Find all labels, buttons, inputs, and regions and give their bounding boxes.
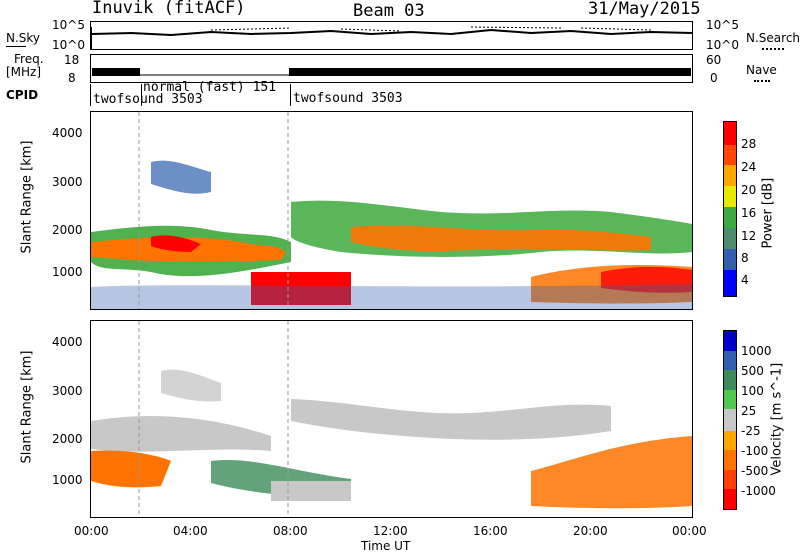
velocity-ytick-1000: 1000 (52, 473, 83, 487)
freq-tick-8: 8 (68, 71, 76, 85)
velocity-echo-day-grey (291, 399, 611, 440)
xtick-2000: 20:00 (573, 524, 608, 538)
power-cbar-label: Power [dB] (760, 177, 776, 249)
power-ytick-3000: 3000 (52, 175, 83, 189)
date-label: 31/May/2015 (588, 0, 701, 19)
noise-tick-bottom: 10^0 (52, 38, 85, 52)
power-ytick-1000: 1000 (52, 265, 83, 279)
velocity-heatmap (91, 321, 692, 517)
power-heatmap (91, 112, 692, 309)
nave-label: Nave (746, 63, 777, 77)
nave-tick-60: 60 (706, 53, 722, 67)
noise-right-tick-bottom: 10^0 (706, 38, 739, 52)
noise-legend-line (6, 46, 26, 47)
xtick-0000: 00:00 (74, 524, 109, 538)
freq-tick-18: 18 (64, 53, 80, 67)
cpid-label: CPID (6, 88, 39, 102)
power-cbar-tick-8: 8 (741, 251, 749, 265)
nsearch-label: N.Search (746, 31, 800, 45)
velocity-echo-evening (531, 436, 692, 509)
xtick-0800: 08:00 (273, 524, 308, 538)
power-colorbar (723, 121, 737, 297)
cpid-divider-0 (90, 84, 91, 106)
velocity-cbar-label: Velocity [m s^-1] (769, 362, 785, 476)
station-title: Inuvik (fitACF) (92, 0, 246, 18)
power-cbar-tick-20: 20 (741, 183, 757, 197)
velocity-ytick-3000: 3000 (52, 384, 83, 398)
noise-tick-top: 10^5 (52, 18, 85, 32)
power-echo-regions (91, 160, 692, 309)
velocity-cbar-tick-neg1000: -1000 (741, 484, 776, 498)
noise-panel (90, 21, 693, 50)
noise-label: N.Sky (6, 31, 41, 45)
power-echo-day-core (351, 225, 651, 252)
freq-panel (90, 54, 693, 83)
velocity-cbar-tick-neg100: -100 (741, 444, 769, 458)
freq-unit: [MHz] (6, 65, 42, 79)
velocity-panel (90, 320, 693, 518)
cpid-segment-2: normal (fast) 151 (143, 80, 277, 95)
power-echo-peak (151, 235, 201, 252)
velocity-ytick-4000: 4000 (52, 335, 83, 349)
cpid-divider-1 (141, 84, 142, 106)
power-echo-low (91, 284, 692, 309)
velocity-cbar-tick-25: 25 (741, 404, 757, 418)
velocity-cbar-tick-500: 500 (741, 364, 764, 378)
velocity-cbar-tick-100: 100 (741, 384, 764, 398)
freq-label: Freq. (14, 52, 44, 66)
xtick-1200: 12:00 (373, 524, 408, 538)
nave-legend-line (754, 80, 770, 82)
power-cbar-tick-24: 24 (741, 160, 757, 174)
beam-label: Beam 03 (353, 1, 425, 21)
power-cbar-tick-12: 12 (741, 229, 757, 243)
cpid-segment-1: twofsound 3503 (93, 92, 203, 107)
xtick-0400: 04:00 (173, 524, 208, 538)
velocity-ylabel: Slant Range [km] (19, 350, 35, 464)
xtick-2400: 00:00 (672, 524, 707, 538)
power-echo-evening-peak (601, 266, 692, 293)
freq-trace (92, 68, 691, 76)
nsearch-legend-line (762, 48, 784, 50)
x-axis-label: Time UT (361, 539, 411, 553)
velocity-cbar-tick-neg25: -25 (741, 424, 761, 438)
velocity-echo-block (271, 481, 351, 501)
power-cbar-tick-4: 4 (741, 273, 749, 287)
noise-trace (90, 26, 693, 49)
velocity-echo-high (161, 369, 221, 402)
cpid-segment-3: twofsound 3503 (293, 91, 403, 106)
power-echo-high (151, 160, 211, 194)
noise-right-tick-top: 10^5 (706, 18, 739, 32)
velocity-echo-grey (91, 416, 271, 452)
velocity-ytick-2000: 2000 (52, 432, 83, 446)
power-cbar-tick-16: 16 (741, 206, 757, 220)
velocity-echo-regions (91, 369, 692, 509)
velocity-echo-orange (91, 450, 171, 488)
power-panel (90, 111, 693, 310)
power-ylabel: Slant Range [km] (19, 140, 35, 254)
power-cbar-tick-28: 28 (741, 137, 757, 151)
velocity-cbar-tick-neg500: -500 (741, 464, 769, 478)
power-echo-block (251, 272, 351, 305)
cpid-divider-2 (290, 84, 291, 106)
velocity-cbar-tick-1000: 1000 (741, 344, 772, 358)
xtick-1600: 16:00 (473, 524, 508, 538)
nave-tick-0: 0 (710, 71, 718, 85)
power-ytick-2000: 2000 (52, 223, 83, 237)
velocity-colorbar (723, 330, 737, 510)
power-ytick-4000: 4000 (52, 126, 83, 140)
